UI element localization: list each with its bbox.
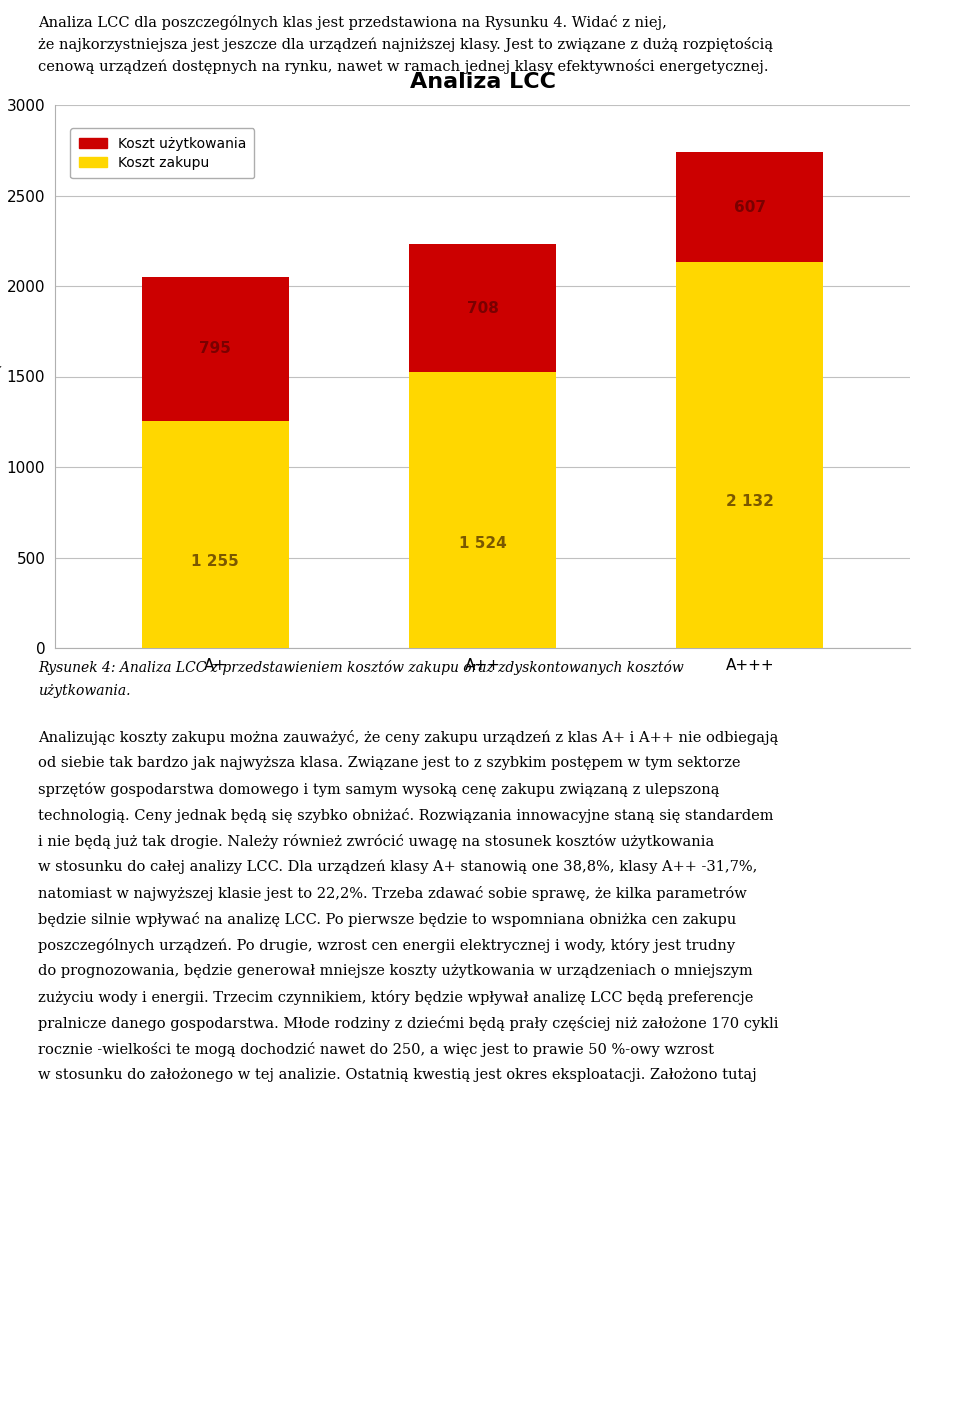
Bar xyxy=(142,421,289,648)
Text: że najkorzystniejsza jest jeszcze dla urządzeń najniższej klasy. Jest to związan: że najkorzystniejsza jest jeszcze dla ur… xyxy=(38,37,774,53)
Text: poszczególnych urządzeń. Po drugie, wzrost cen energii elektrycznej i wody, któr: poszczególnych urządzeń. Po drugie, wzro… xyxy=(38,938,735,954)
Bar xyxy=(676,152,823,263)
Text: 2 132: 2 132 xyxy=(726,494,774,509)
Text: od siebie tak bardzo jak najwyższa klasa. Związane jest to z szybkim postępem w : od siebie tak bardzo jak najwyższa klasa… xyxy=(38,756,741,771)
Text: cenową urządzeń dostępnych na rynku, nawet w ramach jednej klasy efektywności en: cenową urządzeń dostępnych na rynku, naw… xyxy=(38,60,769,74)
Text: do prognozowania, będzie generował mniejsze koszty użytkowania w urządzeniach o : do prognozowania, będzie generował mniej… xyxy=(38,964,754,978)
Text: 708: 708 xyxy=(467,301,498,315)
Text: użytkowania.: użytkowania. xyxy=(38,684,131,698)
Text: natomiast w najwyższej klasie jest to 22,2%. Trzeba zdawać sobie sprawę, że kilk: natomiast w najwyższej klasie jest to 22… xyxy=(38,885,747,901)
Text: 1 524: 1 524 xyxy=(459,536,506,551)
Legend: Koszt użytkowania, Koszt zakupu: Koszt użytkowania, Koszt zakupu xyxy=(70,128,254,179)
Text: i nie będą już tak drogie. Należy również zwrócić uwagę na stosunek kosztów użyt: i nie będą już tak drogie. Należy równie… xyxy=(38,834,714,849)
Text: 1 255: 1 255 xyxy=(191,555,239,569)
Text: 607: 607 xyxy=(733,200,766,214)
Text: 795: 795 xyxy=(200,342,231,356)
Text: w stosunku do całej analizy LCC. Dla urządzeń klasy A+ stanowią one 38,8%, klasy: w stosunku do całej analizy LCC. Dla urz… xyxy=(38,860,757,874)
Text: rocznie -wielkości te mogą dochodzić nawet do 250, a więc jest to prawie 50 %-ow: rocznie -wielkości te mogą dochodzić naw… xyxy=(38,1042,714,1057)
Text: będzie silnie wpływać na analizę LCC. Po pierwsze będzie to wspomniana obniżka c: będzie silnie wpływać na analizę LCC. Po… xyxy=(38,912,736,927)
Bar xyxy=(676,263,823,648)
Bar xyxy=(142,277,289,421)
Bar xyxy=(409,244,556,372)
Text: Analizując koszty zakupu można zauważyć, że ceny zakupu urządzeń z klas A+ i A++: Analizując koszty zakupu można zauważyć,… xyxy=(38,729,779,745)
Text: technologią. Ceny jednak będą się szybko obniżać. Rozwiązania innowacyjne staną : technologią. Ceny jednak będą się szybko… xyxy=(38,807,774,823)
Text: zużyciu wody i energii. Trzecim czynnikiem, który będzie wpływał analizę LCC będ: zużyciu wody i energii. Trzecim czynniki… xyxy=(38,990,754,1005)
Text: pralnicze danego gospodarstwa. Młode rodziny z dziećmi będą prały częściej niż z: pralnicze danego gospodarstwa. Młode rod… xyxy=(38,1016,779,1032)
Y-axis label: żł: żł xyxy=(0,362,2,376)
Title: Analiza LCC: Analiza LCC xyxy=(410,72,556,92)
Text: w stosunku do założonego w tej analizie. Ostatnią kwestią jest okres eksploatacj: w stosunku do założonego w tej analizie.… xyxy=(38,1069,757,1083)
Text: Rysunek 4: Analiza LCC z przedstawieniem kosztów zakupu oraz zdyskontowanych kos: Rysunek 4: Analiza LCC z przedstawieniem… xyxy=(38,660,684,675)
Text: sprzętów gospodarstwa domowego i tym samym wysoką cenę zakupu związaną z ulepszo: sprzętów gospodarstwa domowego i tym sam… xyxy=(38,782,720,797)
Text: Analiza LCC dla poszczególnych klas jest przedstawiona na Rysunku 4. Widać z nie: Analiza LCC dla poszczególnych klas jest… xyxy=(38,16,667,30)
Bar xyxy=(409,372,556,648)
